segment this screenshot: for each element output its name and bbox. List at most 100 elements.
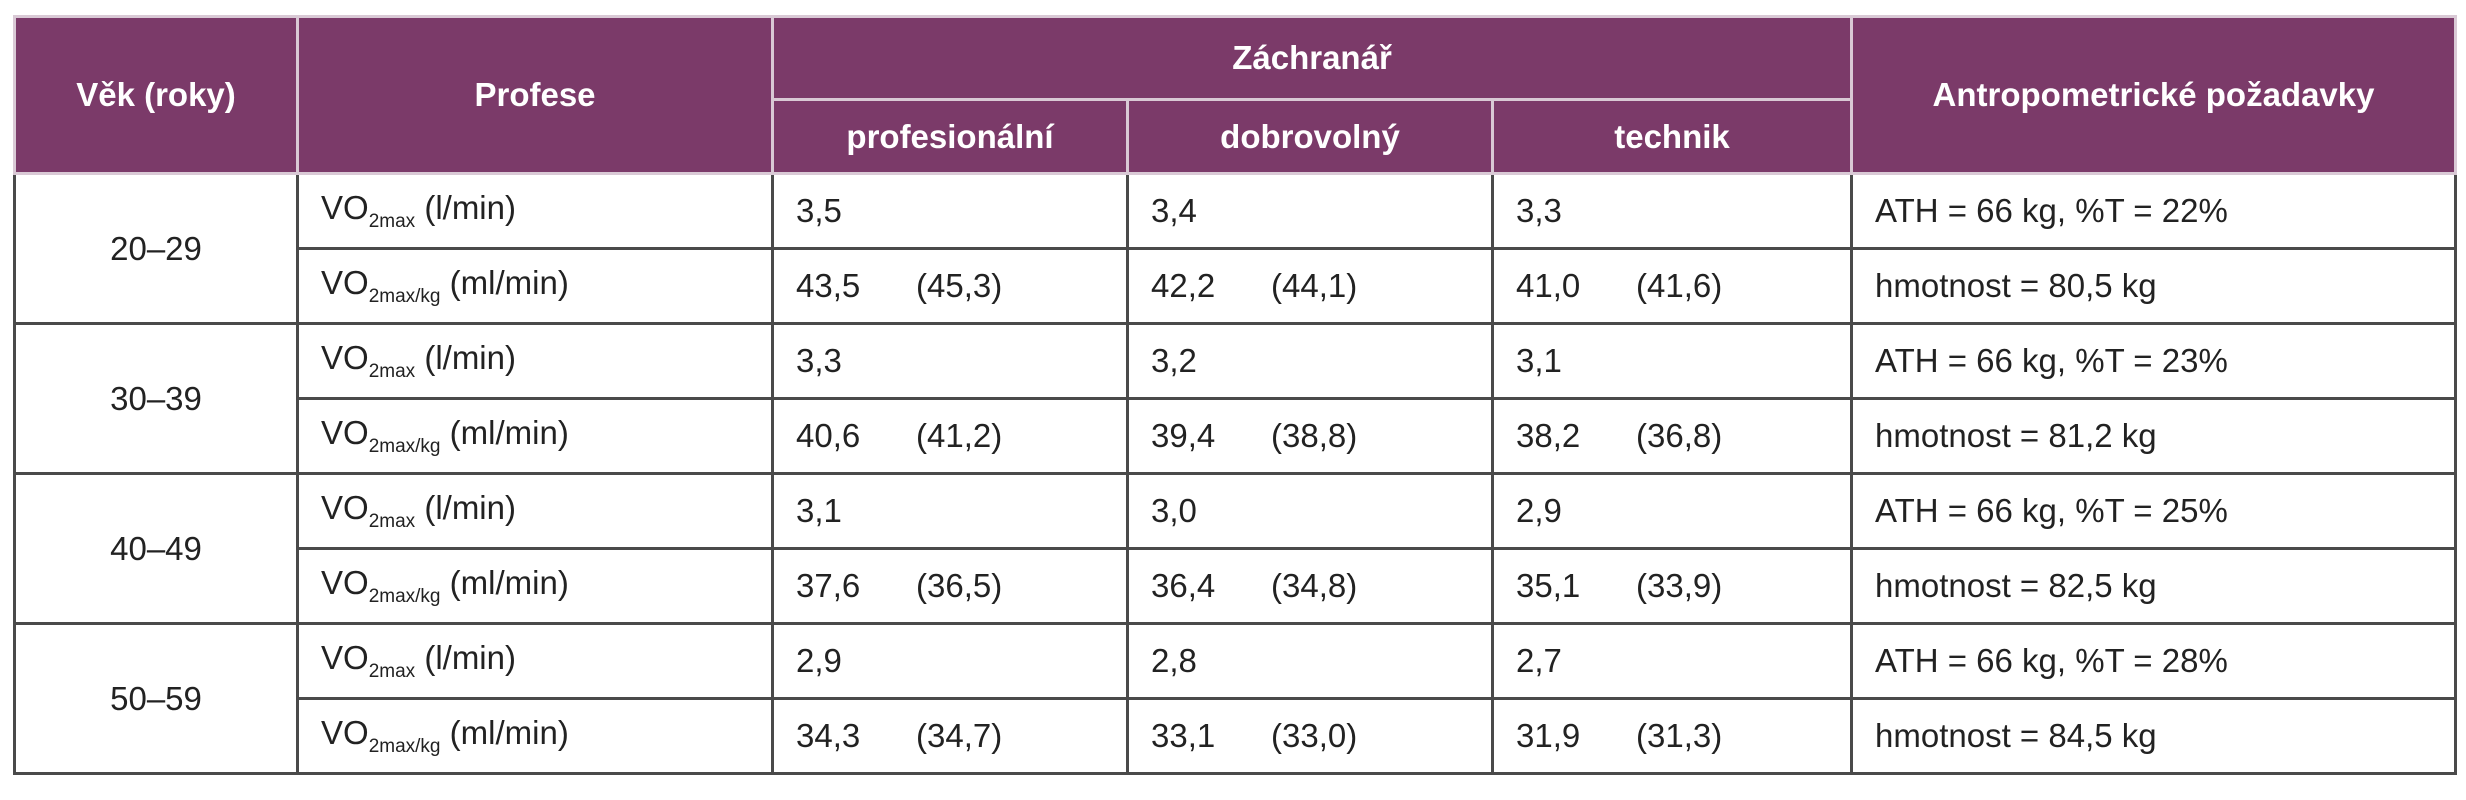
value: 31,9 (1516, 717, 1581, 754)
profession-cell: VO2max (l/min) (296, 322, 774, 400)
header-cell: Věk (roky) (13, 15, 299, 175)
value: 34,3 (796, 717, 861, 754)
value: 2,9 (796, 642, 842, 679)
value-cell: 3,1 (1490, 322, 1854, 400)
subheader-cell: profesionální (771, 98, 1129, 175)
subheader-cell: technik (1490, 98, 1854, 175)
value-paren: (41,6) (1636, 267, 1723, 304)
value-cell: 3,3 (1490, 172, 1854, 250)
value: 3,1 (1516, 342, 1562, 379)
body-row: 50–59 VO2max (l/min) 2,9 2,8 2,7 ATH = 66 kg,… (13, 622, 2458, 775)
header-cell: Antropometrické požadavky (1850, 15, 2458, 175)
value-cell: 3,0 (1126, 472, 1494, 550)
body-row: 20–29 VO2max (l/min) 3,5 3,4 3,3 ATH = 66 kg,… (13, 172, 2458, 325)
label-base: VO (321, 264, 369, 301)
label-base: VO (321, 564, 369, 601)
value-cell: 37,6 (36,5) (771, 547, 1129, 625)
value: 38,2 (1516, 417, 1581, 454)
age-cell: 40–49 (13, 472, 299, 625)
label-sub: 2max/kg (368, 736, 441, 757)
value: 39,4 (1151, 417, 1216, 454)
value: 3,3 (796, 342, 842, 379)
value: 42,2 (1151, 267, 1216, 304)
profession-cell: VO2max/kg (ml/min) (296, 247, 774, 325)
value-paren: (34,8) (1271, 567, 1358, 604)
value: 41,0 (1516, 267, 1581, 304)
label-sub: 2max (368, 211, 416, 232)
value: 2,7 (1516, 642, 1562, 679)
value: 3,4 (1151, 192, 1197, 229)
body-row: VO2max/kg (ml/min) 34,3 (34,7) 33,1 (33,0) 31… (15, 697, 2458, 775)
header-group-cell: Záchranář (770, 15, 1854, 101)
label-base: VO (321, 489, 369, 526)
value-paren: (33,0) (1271, 717, 1358, 754)
label-base: VO (321, 714, 369, 751)
value-cell: 34,3 (34,7) (771, 697, 1129, 775)
value: 40,6 (796, 417, 861, 454)
value: 37,6 (796, 567, 861, 604)
header-row: Věk (roky) Profese Záchranář Antropometr… (13, 15, 2458, 175)
value-cell: 41,0 (41,6) (1490, 247, 1854, 325)
subheader-row: profesionální dobrovolný technik (15, 98, 2456, 175)
value-cell: 39,4 (38,8) (1126, 397, 1494, 475)
profession-cell: VO2max/kg (ml/min) (296, 397, 774, 475)
value-cell: 38,2 (36,8) (1490, 397, 1854, 475)
label-base: VO (321, 339, 369, 376)
requirement-cell: hmotnost = 80,5 kg (1850, 247, 2458, 325)
label-unit: (l/min) (424, 189, 516, 226)
value: 3,1 (796, 492, 842, 529)
value-cell: 2,8 (1126, 622, 1494, 700)
label-sub: 2max (368, 511, 416, 532)
table-head: Věk (roky) Profese Záchranář Antropometr… (13, 15, 2458, 175)
requirement-cell: hmotnost = 81,2 kg (1850, 397, 2458, 475)
value-paren: (38,8) (1271, 417, 1358, 454)
value-cell: 2,7 (1490, 622, 1854, 700)
value-paren: (36,5) (916, 567, 1003, 604)
value: 2,8 (1151, 642, 1197, 679)
value-paren: (33,9) (1636, 567, 1723, 604)
value-cell: 3,2 (1126, 322, 1494, 400)
subheader-cell: dobrovolný (1126, 98, 1494, 175)
value-paren: (36,8) (1636, 417, 1723, 454)
table-body: 20–29 VO2max (l/min) 3,5 3,4 3,3 ATH = 66 kg,… (13, 172, 2458, 775)
label-unit: (ml/min) (449, 564, 569, 601)
value: 33,1 (1151, 717, 1216, 754)
requirement-cell: ATH = 66 kg, %T = 28% (1850, 622, 2458, 700)
age-cell: 50–59 (13, 622, 299, 775)
requirement-cell: ATH = 66 kg, %T = 22% (1850, 172, 2458, 250)
body-row: VO2max/kg (ml/min) 43,5 (45,3) 42,2 (44,1) 41… (15, 247, 2458, 325)
value: 2,9 (1516, 492, 1562, 529)
value-paren: (45,3) (916, 267, 1003, 304)
value: 35,1 (1516, 567, 1581, 604)
value: 3,2 (1151, 342, 1197, 379)
label-sub: 2max/kg (368, 436, 441, 457)
requirement-cell: ATH = 66 kg, %T = 23% (1850, 322, 2458, 400)
value: 3,0 (1151, 492, 1197, 529)
value-cell: 36,4 (34,8) (1126, 547, 1494, 625)
label-base: VO (321, 639, 369, 676)
label-base: VO (321, 189, 369, 226)
value-cell: 3,1 (771, 472, 1129, 550)
header-cell: Profese (296, 15, 774, 175)
profession-cell: VO2max (l/min) (296, 622, 774, 700)
value-paren: (31,3) (1636, 717, 1723, 754)
label-unit: (l/min) (424, 489, 516, 526)
age-cell: 30–39 (13, 322, 299, 475)
value: 3,5 (796, 192, 842, 229)
requirement-cell: ATH = 66 kg, %T = 25% (1850, 472, 2458, 550)
value-paren: (44,1) (1271, 267, 1358, 304)
value-paren: (41,2) (916, 417, 1003, 454)
profession-cell: VO2max/kg (ml/min) (296, 697, 774, 775)
value-cell: 31,9 (31,3) (1490, 697, 1854, 775)
value-cell: 2,9 (771, 622, 1129, 700)
body-row: VO2max/kg (ml/min) 40,6 (41,2) 39,4 (38,8) 38… (15, 397, 2458, 475)
value-cell: 3,4 (1126, 172, 1494, 250)
value-cell: 42,2 (44,1) (1126, 247, 1494, 325)
profession-cell: VO2max (l/min) (296, 472, 774, 550)
label-sub: 2max/kg (368, 286, 441, 307)
value-cell: 3,3 (771, 322, 1129, 400)
label-sub: 2max (368, 661, 416, 682)
label-unit: (ml/min) (449, 414, 569, 451)
body-row: 30–39 VO2max (l/min) 3,3 3,2 3,1 ATH = 66 kg,… (13, 322, 2458, 475)
